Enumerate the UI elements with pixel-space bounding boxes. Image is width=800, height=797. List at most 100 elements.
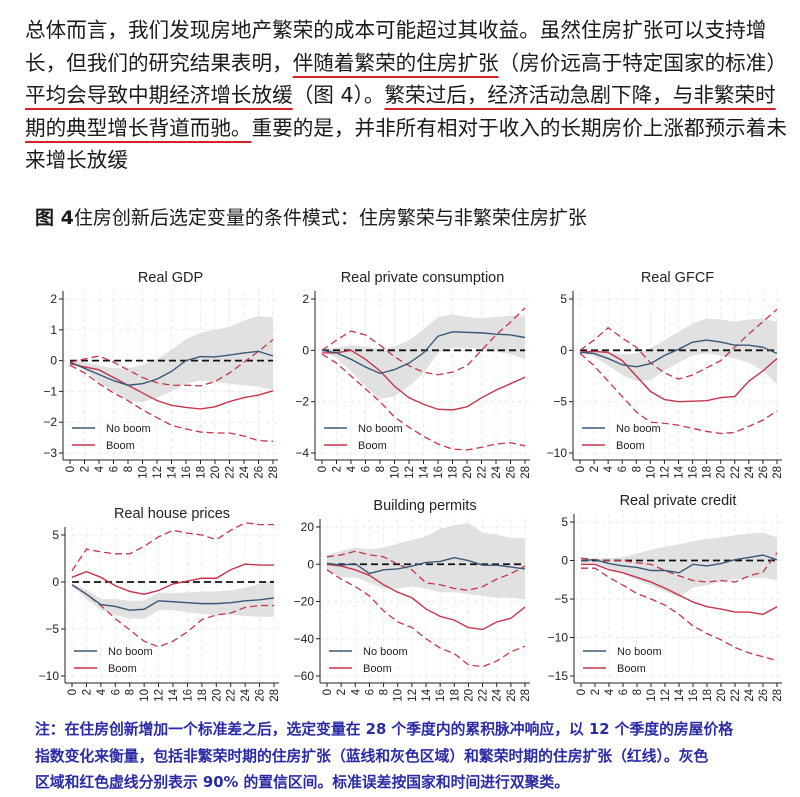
x-tick-label: 24	[492, 688, 504, 701]
y-tick-label: 2	[302, 292, 309, 306]
x-tick-label: 26	[758, 689, 770, 702]
x-tick-label: 0	[317, 466, 329, 472]
legend-label: Boom	[616, 440, 645, 452]
y-tick-label: −1	[43, 384, 57, 398]
boom-ci-upper-line	[580, 552, 778, 583]
x-tick-label: 18	[196, 466, 208, 479]
x-tick-label: 0	[575, 466, 587, 472]
x-tick-label: 14	[421, 688, 433, 701]
x-tick-label: 16	[688, 466, 700, 479]
y-tick-label: −2	[295, 395, 309, 409]
paragraph-line: 总体而言，我们发现房地产繁荣的成本可能超过其收益。虽然住房扩张可以支持增	[25, 14, 787, 47]
x-tick-label: 22	[226, 689, 238, 702]
x-tick-label: 28	[772, 466, 784, 479]
x-tick-label: 6	[618, 689, 630, 695]
x-tick-label: 26	[255, 689, 267, 702]
x-tick-label: 2	[336, 689, 348, 695]
y-tick-label: 5	[561, 515, 568, 529]
chart-legend: No boom Boom	[583, 646, 662, 675]
boom-series-line	[579, 350, 778, 403]
x-tick-label: 20	[716, 466, 728, 479]
y-tick-label: −40	[294, 632, 315, 646]
chart-legend: No boom Boom	[324, 423, 403, 452]
x-tick-label: 18	[702, 466, 714, 479]
x-tick-label: 28	[520, 689, 532, 702]
x-tick-label: 6	[617, 466, 629, 472]
paragraph-line: 长，但我们的研究结果表明，伴随着繁荣的住房扩张（房价远高于特定国家的标准）	[25, 47, 787, 80]
underlined-text: 伴随着繁荣的住房扩张	[292, 50, 499, 75]
x-tick-label: 24	[239, 465, 251, 478]
chart-title: Real house prices	[114, 506, 230, 522]
x-tick-label: 22	[730, 689, 742, 702]
x-tick-label: 22	[477, 466, 489, 479]
boom-ci-lower-line	[581, 567, 778, 662]
y-tick-label: 5	[52, 528, 59, 542]
x-tick-label: 28	[268, 466, 280, 479]
chart-title: Real private consumption	[341, 270, 505, 286]
boom-ci-upper-line	[326, 550, 526, 591]
y-tick-label: 2	[50, 292, 57, 306]
x-tick-label: 22	[478, 689, 490, 702]
x-tick-label: 20	[210, 466, 222, 479]
x-tick-label: 2	[332, 466, 344, 472]
y-tick-label: 0	[302, 343, 309, 357]
x-tick-label: 0	[576, 689, 588, 695]
no-boom-series-line	[326, 557, 526, 575]
x-tick-label: 8	[632, 689, 644, 695]
x-tick-label: 12	[407, 689, 419, 702]
figure-label: 图 4	[35, 207, 74, 229]
x-tick-label: 4	[346, 465, 358, 472]
boom-series-line	[69, 362, 274, 410]
y-tick-label: −10	[39, 669, 60, 683]
chart-panel: 50−5−10−150 2 4 6 8 10 12 14 16 18 20 22 24 26 28Real …	[548, 493, 784, 702]
x-tick-label: 20	[462, 466, 474, 479]
x-tick-label: 2	[80, 466, 92, 472]
x-tick-label: 12	[152, 466, 164, 479]
paragraph-text: 重要的是，并非所有相对于收入的长期房价上涨都预示着未	[251, 115, 787, 140]
underlined-text: 期的典型增长背道而驰。	[25, 115, 252, 140]
paragraph-text: （图 4）。	[292, 83, 385, 108]
chart-legend: No boom Boom	[329, 646, 408, 675]
figure-note: 注：在住房创新增加一个标准差之后，选定变量在 28 个季度内的累积脉冲响应，以 …	[35, 717, 775, 797]
boom-ci-upper-line	[321, 307, 526, 376]
x-tick-label: 6	[110, 689, 122, 695]
x-tick-label: 16	[688, 689, 700, 702]
legend-label: No boom	[358, 423, 403, 435]
y-tick-label: −2	[43, 415, 57, 429]
y-tick-label: 0	[52, 575, 59, 589]
x-tick-label: 20	[463, 689, 475, 702]
legend-label: Boom	[108, 663, 137, 675]
x-tick-label: 28	[269, 689, 281, 702]
boom-ci-upper-line	[579, 308, 778, 380]
x-tick-label: 26	[254, 466, 266, 479]
x-tick-label: 8	[125, 689, 137, 695]
y-tick-label: 5	[560, 292, 567, 306]
x-tick-label: 16	[182, 689, 194, 702]
legend-label: Boom	[358, 440, 387, 452]
y-tick-label: −5	[554, 592, 568, 606]
x-tick-label: 26	[758, 466, 770, 479]
x-tick-label: 12	[154, 689, 166, 702]
boom-ci-lower-line	[71, 584, 274, 648]
x-tick-label: 12	[404, 466, 416, 479]
chart-panel: 200−20−40−600 2 4 6 8 10 12 14 16 18 20 22 24 26 28Bui…	[294, 498, 532, 702]
legend-label: No boom	[106, 423, 151, 435]
legend-label: Boom	[363, 663, 392, 675]
boom-series-line	[322, 349, 526, 411]
y-tick-label: 1	[50, 323, 57, 337]
paragraph-text: 来增长放缓	[25, 148, 128, 173]
paragraph-line: 期的典型增长背道而驰。重要的是，并非所有相对于收入的长期房价上涨都预示着未	[25, 112, 787, 145]
chart-title: Real GFCF	[641, 270, 714, 286]
x-tick-label: 10	[390, 466, 402, 479]
boom-series-line	[71, 563, 274, 595]
x-tick-label: 14	[419, 465, 431, 478]
x-tick-label: 0	[65, 466, 77, 472]
chart-title: Real private credit	[620, 493, 737, 509]
x-tick-label: 22	[730, 466, 742, 479]
x-tick-label: 10	[139, 689, 151, 702]
x-tick-label: 10	[393, 689, 405, 702]
note-line: 区域和红色虚线分别表示 90% 的置信区间。标准误差按国家和时间进行双聚类。	[35, 774, 570, 791]
